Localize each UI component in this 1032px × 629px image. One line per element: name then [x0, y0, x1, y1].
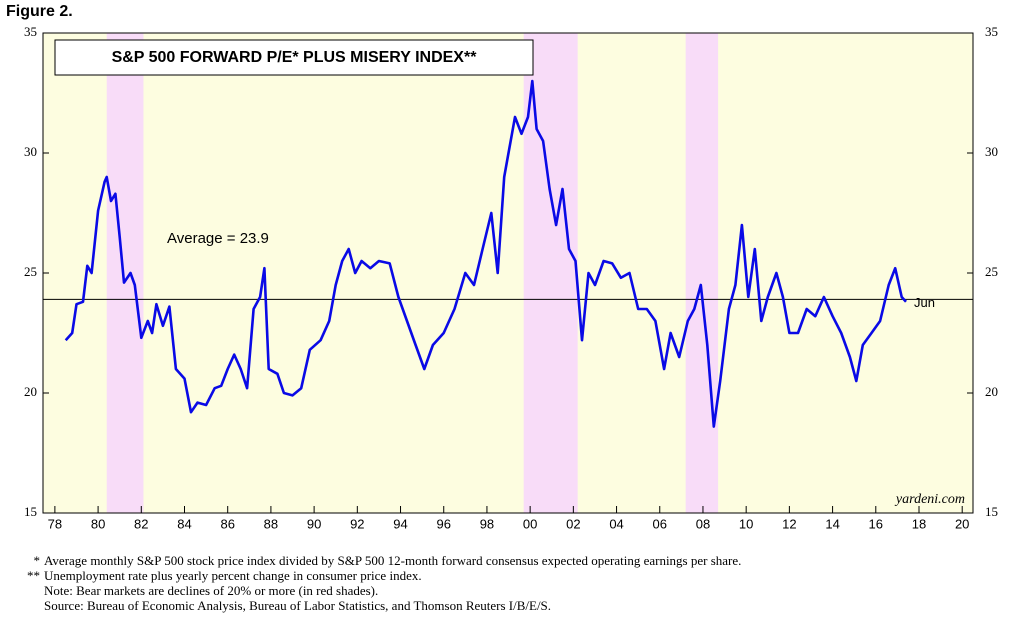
x-tick-label: 06: [653, 516, 667, 531]
average-label: Average = 23.9: [167, 230, 269, 247]
x-tick-label: 04: [609, 516, 623, 531]
last-point-label: Jun: [914, 295, 935, 310]
footnote-marker: *: [34, 553, 41, 568]
watermark: yardeni.com: [894, 492, 965, 507]
y-tick-label: 15: [24, 504, 37, 519]
figure-label: Figure 2.: [6, 3, 73, 20]
x-tick-label: 94: [393, 516, 407, 531]
x-tick-label: 92: [350, 516, 364, 531]
chart-title: S&P 500 FORWARD P/E* PLUS MISERY INDEX**: [112, 49, 478, 66]
x-tick-label: 80: [91, 516, 105, 531]
x-tick-label: 96: [436, 516, 450, 531]
footnote-marker: **: [27, 568, 40, 583]
x-tick-label: 20: [955, 516, 969, 531]
x-tick-label: 90: [307, 516, 321, 531]
y2-tick-label: 25: [985, 264, 998, 279]
title-box: [54, 39, 534, 76]
x-tick-label: 14: [825, 516, 839, 531]
x-tick-label: 84: [177, 516, 191, 531]
y2-tick-label: 30: [985, 144, 998, 159]
data-line: [64, 79, 907, 428]
x-tick-label: 12: [782, 516, 796, 531]
y2-tick-label: 35: [985, 24, 998, 39]
bear-market-shade: [685, 33, 719, 513]
x-tick-label: 02: [566, 516, 580, 531]
x-tick-label: 88: [264, 516, 278, 531]
x-tick-label: 82: [134, 516, 148, 531]
x-tick-label: 78: [48, 516, 62, 531]
x-tick-label: 18: [912, 516, 926, 531]
y-tick-label: 30: [24, 144, 37, 159]
x-tick-label: 86: [220, 516, 234, 531]
y-tick-label: 35: [24, 24, 37, 39]
x-tick-label: 98: [480, 516, 494, 531]
x-tick-label: 00: [523, 516, 537, 531]
y-tick-label: 20: [24, 384, 37, 399]
footnote: Source: Bureau of Economic Analysis, Bur…: [44, 598, 551, 613]
plot-background: [43, 33, 973, 513]
x-tick-label: 10: [739, 516, 753, 531]
bear-market-shade: [523, 33, 578, 513]
footnote: Average monthly S&P 500 stock price inde…: [44, 553, 741, 568]
x-tick-label: 16: [869, 516, 883, 531]
y-tick-label: 25: [24, 264, 37, 279]
y2-tick-label: 15: [985, 504, 998, 519]
footnote: Unemployment rate plus yearly percent ch…: [44, 568, 422, 583]
y2-tick-label: 20: [985, 384, 998, 399]
x-tick-label: 08: [696, 516, 710, 531]
footnote: Note: Bear markets are declines of 20% o…: [44, 583, 378, 598]
bear-market-shade: [106, 33, 144, 513]
